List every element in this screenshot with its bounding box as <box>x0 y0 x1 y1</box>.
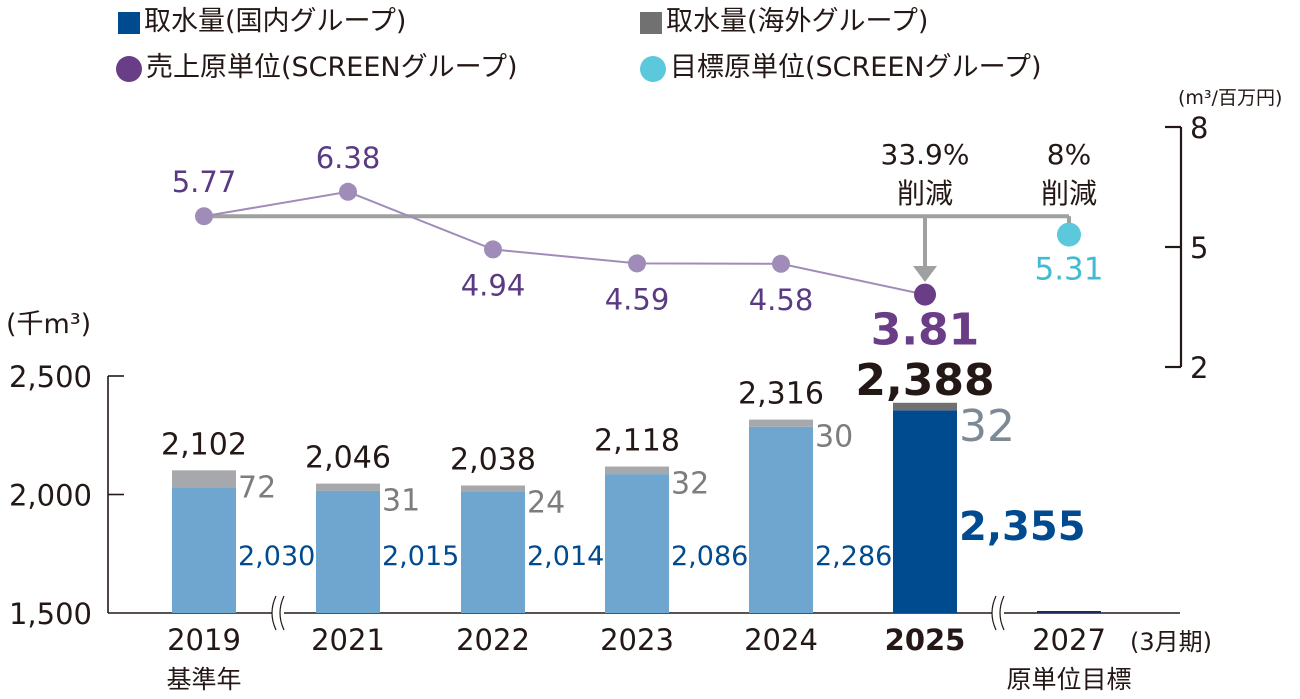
right-tick-label: 2 <box>1190 351 1208 385</box>
x-tick-label: 2023 <box>600 623 674 657</box>
bars <box>172 402 957 613</box>
intensity-point <box>484 240 502 259</box>
legend-item-target-intensity: 目標原単位(SCREENグループ) <box>640 49 1042 87</box>
right-axis-unit: (m³/百万円) <box>1178 87 1282 109</box>
intensity-point <box>914 283 936 306</box>
x-tick-label: 2019 <box>167 623 241 657</box>
intensity-value-label: 3.81 <box>871 305 980 356</box>
total-value-label: 2,388 <box>855 355 994 406</box>
overseas-value-label: 31 <box>382 484 420 519</box>
reduction-caption: 削減 <box>1041 177 1097 210</box>
domestic-value-label: 2,014 <box>527 541 604 572</box>
axis-break-mark <box>279 595 285 631</box>
circle-swatch-icon <box>640 55 666 82</box>
bar-overseas <box>605 466 669 475</box>
x-tick-label: 2025 <box>885 623 966 657</box>
bar-overseas <box>172 470 236 488</box>
intensity-point <box>628 254 646 273</box>
overseas-value-label: 30 <box>815 420 853 455</box>
bar-domestic <box>749 426 813 613</box>
overseas-value-label: 32 <box>671 467 709 502</box>
intensity-point <box>195 207 213 226</box>
total-value-label: 2,038 <box>450 442 536 477</box>
legend-label: 売上原単位(SCREENグループ) <box>146 52 518 83</box>
legend-item-overseas: 取水量(海外グループ) <box>640 3 928 41</box>
total-value-label: 2,102 <box>161 427 247 462</box>
intensity-value-label: 5.77 <box>172 165 237 199</box>
legend-item-domestic: 取水量(国内グループ) <box>118 3 406 41</box>
axis-break-mark <box>271 595 277 631</box>
left-tick-label: 1,500 <box>9 597 92 631</box>
left-axis-unit: (千m³) <box>6 309 91 340</box>
total-value-label: 2,316 <box>738 377 824 412</box>
intensity-value-label: 4.94 <box>461 268 526 302</box>
target-point <box>1057 222 1081 247</box>
legend-label: 取水量(海外グループ) <box>666 6 929 37</box>
total-value-label: 2,046 <box>305 441 391 476</box>
bar-domestic <box>172 487 236 613</box>
reduction-bracket: 33.9% 削減 8% 削減 <box>204 138 1097 282</box>
intensity-value-label: 4.59 <box>605 282 670 316</box>
target-value-label: 5.31 <box>1034 252 1103 288</box>
axis-break-mark <box>999 595 1005 631</box>
bar-overseas <box>316 483 380 491</box>
intensity-line-path <box>203 190 926 296</box>
square-swatch-icon <box>118 11 140 34</box>
left-tick-label: 2,000 <box>9 479 92 513</box>
domestic-value-label: 2,355 <box>959 504 1086 550</box>
left-tick-label: 2,500 <box>9 360 92 394</box>
overseas-value-label: 24 <box>527 485 565 520</box>
intensity-value-label: 6.38 <box>316 141 381 175</box>
intensity-point <box>339 182 357 201</box>
right-tick-label: 8 <box>1190 111 1208 145</box>
right-tick-label: 5 <box>1190 231 1208 265</box>
circle-swatch-icon <box>116 55 142 82</box>
data-labels: 722,0302,102312,0152,046242,0142,038322,… <box>161 141 1103 572</box>
legend-label: 取水量(国内グループ) <box>144 6 407 37</box>
axis-break-mark <box>991 595 997 631</box>
overseas-value-label: 32 <box>959 401 1015 452</box>
domestic-value-label: 2,015 <box>382 541 459 572</box>
x-tick-label: 2027 <box>1032 623 1106 657</box>
x-tick-label: 2024 <box>744 623 818 657</box>
bar-overseas <box>893 402 957 411</box>
intensity-value-label: 4.58 <box>749 283 814 317</box>
intensity-line <box>195 182 1081 306</box>
x-tick-sublabel: 原単位目標 <box>1006 665 1131 694</box>
reduction-arrow-head <box>913 266 937 282</box>
bar-domestic <box>605 474 669 613</box>
overseas-value-label: 72 <box>238 470 276 505</box>
total-value-label: 2,118 <box>594 424 680 459</box>
intensity-point <box>772 254 790 273</box>
legend-item-sales-intensity: 売上原単位(SCREENグループ) <box>116 49 518 87</box>
legend-label: 目標原単位(SCREENグループ) <box>670 52 1042 83</box>
reduction-caption: 削減 <box>897 177 953 210</box>
domestic-value-label: 2,286 <box>815 541 892 572</box>
domestic-value-label: 2,030 <box>238 541 315 572</box>
x-tick-sublabel: 基準年 <box>166 665 241 694</box>
bar-overseas <box>461 485 525 492</box>
square-swatch-icon <box>640 11 662 34</box>
domestic-value-label: 2,086 <box>671 541 748 572</box>
period-label: (3月期) <box>1130 628 1212 656</box>
bar-domestic <box>316 490 380 613</box>
bar-domestic <box>461 491 525 613</box>
x-tick-label: 2021 <box>311 623 385 657</box>
reduction-percent: 8% <box>1047 138 1091 171</box>
bar-overseas <box>749 419 813 427</box>
bar-domestic <box>893 410 957 613</box>
reduction-percent: 33.9% <box>881 138 970 171</box>
x-tick-label: 2022 <box>456 623 530 657</box>
